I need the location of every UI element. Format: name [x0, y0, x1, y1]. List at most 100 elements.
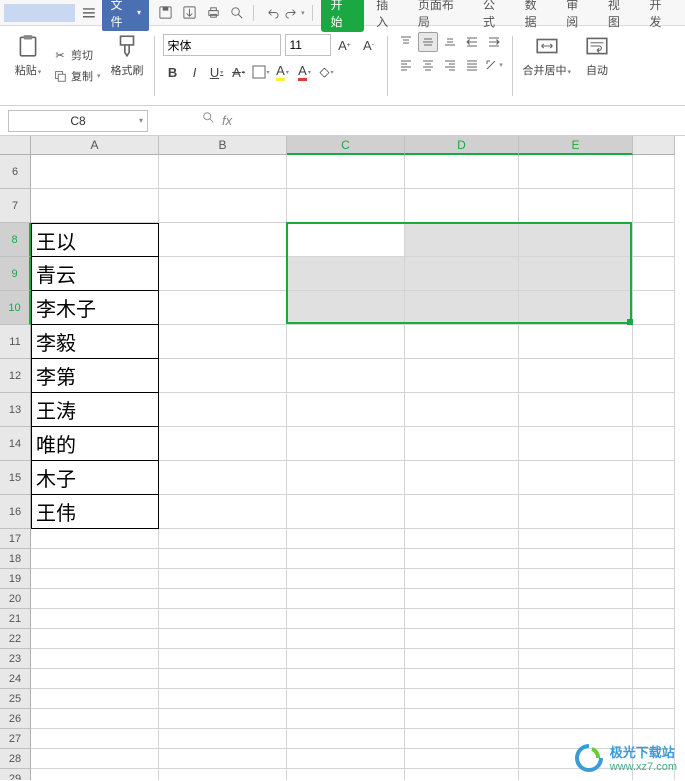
cell[interactable]	[159, 689, 287, 709]
cell[interactable]	[159, 359, 287, 393]
cell[interactable]	[31, 589, 159, 609]
cell[interactable]	[519, 629, 633, 649]
cell[interactable]	[405, 749, 519, 769]
indent-increase-icon[interactable]	[484, 32, 504, 52]
cell[interactable]	[405, 189, 519, 223]
cell[interactable]	[519, 223, 633, 257]
increase-font-icon[interactable]: A+	[335, 35, 355, 55]
cell[interactable]	[405, 689, 519, 709]
zoom-icon[interactable]	[202, 111, 216, 130]
bold-button[interactable]: B	[163, 62, 183, 82]
cell[interactable]	[159, 325, 287, 359]
cell[interactable]	[405, 223, 519, 257]
row-header[interactable]: 11	[0, 325, 31, 359]
column-header[interactable]: A	[31, 136, 159, 155]
format-painter-button[interactable]: 格式刷	[105, 30, 150, 101]
cell[interactable]	[519, 257, 633, 291]
cell[interactable]	[287, 749, 405, 769]
cell[interactable]	[159, 749, 287, 769]
cell[interactable]	[31, 155, 159, 189]
cell[interactable]	[519, 325, 633, 359]
cell[interactable]: 青云	[31, 257, 159, 291]
cell[interactable]	[633, 589, 675, 609]
cell[interactable]	[519, 529, 633, 549]
cell[interactable]	[405, 649, 519, 669]
cell[interactable]: 王涛	[31, 393, 159, 427]
cell[interactable]	[287, 359, 405, 393]
cell[interactable]	[519, 669, 633, 689]
cut-button[interactable]: ✂剪切	[52, 45, 101, 65]
cell[interactable]: 唯的	[31, 427, 159, 461]
hamburger-icon[interactable]	[81, 5, 97, 21]
cell[interactable]	[405, 359, 519, 393]
cell[interactable]	[405, 393, 519, 427]
cell[interactable]	[519, 393, 633, 427]
row-header[interactable]: 28	[0, 749, 31, 769]
clear-format-button[interactable]: ◇	[317, 62, 337, 82]
cell[interactable]	[519, 427, 633, 461]
border-button[interactable]	[251, 62, 271, 82]
row-header[interactable]: 22	[0, 629, 31, 649]
row-header[interactable]: 13	[0, 393, 31, 427]
cell[interactable]	[519, 689, 633, 709]
cell[interactable]	[405, 569, 519, 589]
cell[interactable]	[287, 589, 405, 609]
cell[interactable]	[287, 649, 405, 669]
column-header[interactable]: D	[405, 136, 519, 155]
fx-icon[interactable]: fx	[222, 113, 232, 128]
save-as-icon[interactable]	[179, 2, 201, 24]
font-name-select[interactable]	[163, 34, 281, 56]
cell[interactable]	[31, 609, 159, 629]
row-header[interactable]: 12	[0, 359, 31, 393]
cell[interactable]	[633, 189, 675, 223]
cell[interactable]	[633, 393, 675, 427]
row-header[interactable]: 27	[0, 729, 31, 749]
row-header[interactable]: 8	[0, 223, 31, 257]
cell[interactable]	[633, 325, 675, 359]
cell[interactable]	[519, 569, 633, 589]
cell[interactable]	[633, 609, 675, 629]
cell[interactable]	[287, 549, 405, 569]
cell[interactable]	[31, 669, 159, 689]
cell[interactable]	[287, 669, 405, 689]
cell[interactable]	[633, 709, 675, 729]
cell[interactable]	[633, 689, 675, 709]
cell[interactable]	[159, 629, 287, 649]
align-top-icon[interactable]	[396, 32, 416, 52]
cell[interactable]	[287, 155, 405, 189]
wrap-text-button[interactable]: 自动	[577, 30, 617, 101]
cell[interactable]	[287, 609, 405, 629]
cell[interactable]	[405, 549, 519, 569]
cell[interactable]	[287, 689, 405, 709]
print-preview-icon[interactable]	[226, 2, 248, 24]
cell[interactable]	[287, 223, 405, 257]
cell[interactable]	[633, 629, 675, 649]
column-header[interactable]: B	[159, 136, 287, 155]
cell[interactable]: 王伟	[31, 495, 159, 529]
cell[interactable]	[405, 589, 519, 609]
column-header[interactable]: E	[519, 136, 633, 155]
cell[interactable]	[405, 769, 519, 780]
row-header[interactable]: 16	[0, 495, 31, 529]
align-left-icon[interactable]	[396, 55, 416, 75]
row-header[interactable]: 23	[0, 649, 31, 669]
align-bottom-icon[interactable]	[440, 32, 460, 52]
row-header[interactable]: 21	[0, 609, 31, 629]
cell[interactable]	[31, 689, 159, 709]
strike-button[interactable]: A	[229, 62, 249, 82]
cell[interactable]	[633, 223, 675, 257]
select-all-corner[interactable]	[0, 136, 31, 155]
cell[interactable]	[159, 529, 287, 549]
cell[interactable]	[31, 749, 159, 769]
cell[interactable]	[31, 709, 159, 729]
undo-icon[interactable]	[260, 2, 282, 24]
row-header[interactable]: 15	[0, 461, 31, 495]
tab-view[interactable]: 视图	[600, 0, 640, 32]
tab-layout[interactable]: 页面布局	[410, 0, 473, 32]
cell[interactable]	[405, 709, 519, 729]
cell[interactable]	[405, 609, 519, 629]
font-color-button[interactable]: A	[295, 62, 315, 82]
cell[interactable]	[159, 495, 287, 529]
row-header[interactable]: 19	[0, 569, 31, 589]
cell[interactable]	[287, 393, 405, 427]
